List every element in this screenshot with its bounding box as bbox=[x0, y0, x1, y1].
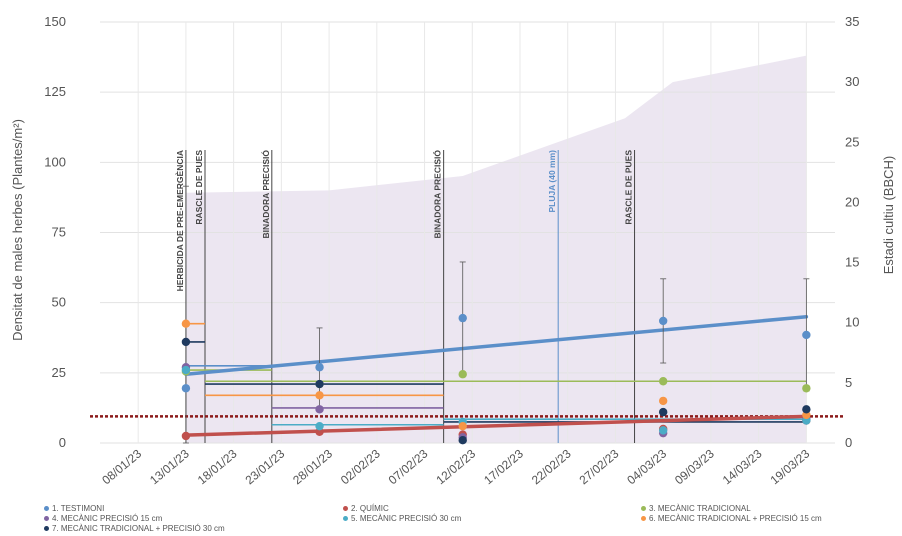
data-point bbox=[315, 405, 324, 414]
data-point bbox=[181, 384, 191, 393]
data-point bbox=[458, 370, 467, 379]
y-tick-label: 0 bbox=[59, 435, 66, 450]
x-tick-label: 07/02/23 bbox=[386, 446, 431, 487]
y-tick-label: 25 bbox=[52, 365, 66, 380]
data-point bbox=[658, 407, 668, 417]
data-point bbox=[802, 405, 811, 414]
data-point bbox=[315, 391, 324, 400]
event-label: RASCLE DE PUES bbox=[194, 150, 204, 225]
bbch-area-layer bbox=[185, 55, 807, 444]
y2-tick-label: 0 bbox=[845, 435, 852, 450]
data-point bbox=[802, 330, 811, 340]
y2-tick-label: 15 bbox=[845, 255, 859, 270]
x-tick-label: 13/01/23 bbox=[147, 446, 192, 487]
x-tick-label: 28/01/23 bbox=[290, 446, 335, 487]
x-tick-label: 23/01/23 bbox=[243, 446, 288, 487]
x-tick-label: 12/02/23 bbox=[433, 446, 478, 487]
data-point bbox=[658, 396, 668, 406]
data-point bbox=[802, 384, 811, 393]
event-label: HERBICIDA DE PRE-EMERGÈNCIA bbox=[175, 150, 185, 291]
event-label: PLUJA (40 mm) bbox=[547, 150, 557, 213]
data-point bbox=[315, 421, 324, 431]
data-point bbox=[458, 313, 467, 323]
trend-line bbox=[184, 414, 809, 437]
data-point bbox=[458, 421, 467, 431]
data-point bbox=[181, 365, 191, 375]
data-point bbox=[658, 316, 668, 326]
event-label: BINADORA PRECISIÓ bbox=[260, 150, 271, 239]
x-tick-label: 09/03/23 bbox=[672, 446, 717, 487]
y2-tick-label: 10 bbox=[845, 315, 859, 330]
x-tick-label: 22/02/23 bbox=[529, 446, 574, 487]
x-tick-label: 08/01/23 bbox=[99, 446, 144, 487]
data-point bbox=[658, 377, 668, 386]
data-point bbox=[181, 319, 191, 328]
x-tick-label: 14/03/23 bbox=[720, 446, 765, 487]
data-point bbox=[181, 337, 191, 347]
x-tick-label: 19/03/23 bbox=[768, 446, 813, 487]
event-label: RASCLE DE PUES bbox=[624, 150, 634, 225]
y-tick-label: 50 bbox=[52, 295, 66, 310]
data-point bbox=[458, 435, 467, 445]
event-label: BINADORA PRECISIÓ bbox=[432, 150, 443, 239]
y2-tick-label: 35 bbox=[845, 14, 859, 29]
y-axis-label: Densitat de males herbes (Plantes/m²) bbox=[10, 119, 25, 341]
x-tick-label: 02/02/23 bbox=[338, 446, 383, 487]
y-tick-label: 100 bbox=[44, 154, 66, 169]
data-point bbox=[315, 379, 324, 389]
x-tick-label: 27/02/23 bbox=[577, 446, 622, 487]
y2-tick-label: 20 bbox=[845, 194, 859, 209]
y2-axis-label: Estadi cultiu (BBCH) bbox=[881, 156, 896, 274]
x-tick-label: 18/01/23 bbox=[195, 446, 240, 487]
y2-tick-label: 30 bbox=[845, 74, 859, 89]
data-point bbox=[181, 431, 191, 441]
data-point bbox=[658, 426, 668, 435]
x-tick-label: 04/03/23 bbox=[624, 446, 669, 487]
data-point bbox=[315, 363, 324, 372]
x-tick-label: 17/02/23 bbox=[481, 446, 526, 487]
y-tick-label: 125 bbox=[44, 84, 66, 99]
data-points-layer bbox=[181, 313, 811, 445]
trend-lines-layer bbox=[184, 314, 809, 437]
y-tick-label: 75 bbox=[52, 225, 66, 240]
y-tick-label: 150 bbox=[44, 14, 66, 29]
bbch-area bbox=[185, 55, 807, 444]
trend-line bbox=[184, 314, 809, 376]
y2-tick-label: 5 bbox=[845, 375, 852, 390]
y2-tick-label: 25 bbox=[845, 134, 859, 149]
